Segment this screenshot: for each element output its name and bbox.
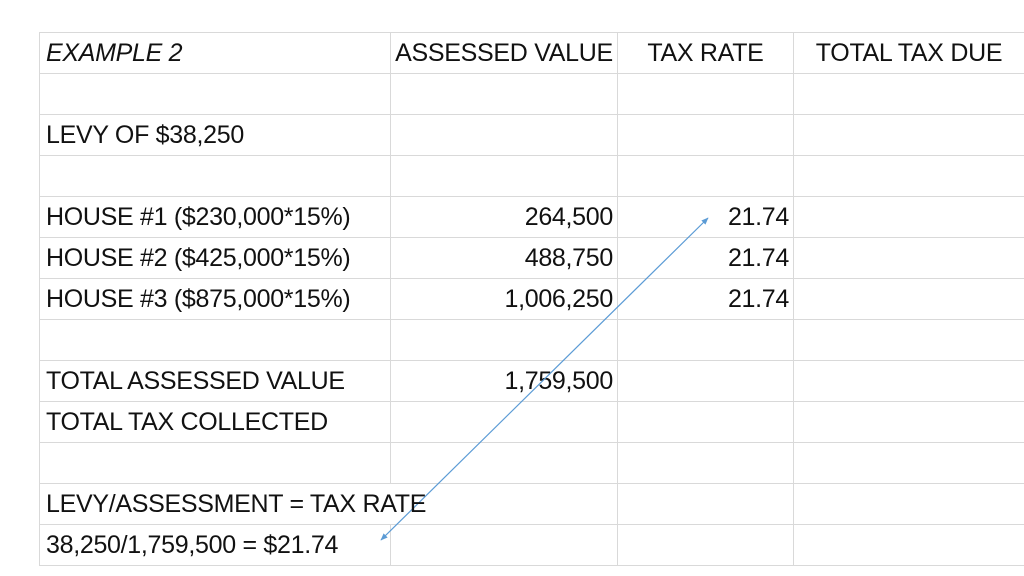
house-total-tax-due[interactable] <box>793 196 1024 238</box>
total-assessed-row: TOTAL ASSESSED VALUE 1,759,500 <box>39 360 1024 402</box>
cell[interactable] <box>617 155 794 197</box>
cell[interactable] <box>390 401 618 443</box>
house-total-tax-due[interactable] <box>793 278 1024 320</box>
cell[interactable] <box>617 442 794 484</box>
blank-row <box>39 73 1024 115</box>
total-assessed-label[interactable]: TOTAL ASSESSED VALUE <box>39 360 391 402</box>
cell[interactable] <box>793 483 1024 525</box>
header-tax-rate[interactable]: TAX RATE <box>617 32 794 74</box>
blank-row <box>39 155 1024 197</box>
cell[interactable] <box>793 360 1024 402</box>
levy-row: LEVY OF $38,250 <box>39 114 1024 156</box>
table-row-house-3: HOUSE #3 ($875,000*15%) 1,006,250 21.74 <box>39 278 1024 320</box>
spreadsheet-table: EXAMPLE 2 ASSESSED VALUE TAX RATE TOTAL … <box>39 32 1024 566</box>
house-total-tax-due[interactable] <box>793 237 1024 279</box>
formula-calculation-row: 38,250/1,759,500 = $21.74 <box>39 524 1024 566</box>
table-row-house-2: HOUSE #2 ($425,000*15%) 488,750 21.74 <box>39 237 1024 279</box>
blank-row <box>39 319 1024 361</box>
house-label[interactable]: HOUSE #1 ($230,000*15%) <box>39 196 391 238</box>
formula-calculation[interactable]: 38,250/1,759,500 = $21.74 <box>39 524 391 566</box>
cell[interactable] <box>793 524 1024 566</box>
cell[interactable] <box>617 360 794 402</box>
header-assessed-value[interactable]: ASSESSED VALUE <box>390 32 618 74</box>
cell[interactable] <box>793 401 1024 443</box>
house-label[interactable]: HOUSE #2 ($425,000*15%) <box>39 237 391 279</box>
house-tax-rate[interactable]: 21.74 <box>617 196 794 238</box>
header-total-tax-due[interactable]: TOTAL TAX DUE <box>793 32 1024 74</box>
house-assessed-value[interactable]: 488,750 <box>390 237 618 279</box>
cell[interactable] <box>793 442 1024 484</box>
formula-definition-row: LEVY/ASSESSMENT = TAX RATE <box>39 483 1024 525</box>
house-tax-rate[interactable]: 21.74 <box>617 278 794 320</box>
header-row: EXAMPLE 2 ASSESSED VALUE TAX RATE TOTAL … <box>39 32 1024 74</box>
cell[interactable] <box>390 442 618 484</box>
formula-definition-cell[interactable]: LEVY/ASSESSMENT = TAX RATE <box>39 483 426 525</box>
header-example[interactable]: EXAMPLE 2 <box>39 32 391 74</box>
cell[interactable] <box>390 524 618 566</box>
cell[interactable] <box>617 401 794 443</box>
cell[interactable] <box>39 319 391 361</box>
total-collected-label[interactable]: TOTAL TAX COLLECTED <box>39 401 391 443</box>
house-label[interactable]: HOUSE #3 ($875,000*15%) <box>39 278 391 320</box>
house-assessed-value[interactable]: 1,006,250 <box>390 278 618 320</box>
house-tax-rate[interactable]: 21.74 <box>617 237 794 279</box>
cell[interactable] <box>793 114 1024 156</box>
cell[interactable] <box>390 114 618 156</box>
cell[interactable] <box>793 73 1024 115</box>
cell[interactable] <box>390 319 618 361</box>
cell[interactable] <box>793 319 1024 361</box>
house-assessed-value[interactable]: 264,500 <box>390 196 618 238</box>
cell[interactable] <box>39 155 391 197</box>
table-row-house-1: HOUSE #1 ($230,000*15%) 264,500 21.74 <box>39 196 1024 238</box>
cell[interactable] <box>617 319 794 361</box>
cell[interactable] <box>390 155 618 197</box>
cell[interactable] <box>617 483 794 525</box>
blank-row <box>39 442 1024 484</box>
cell[interactable] <box>617 73 794 115</box>
cell[interactable] <box>793 155 1024 197</box>
cell[interactable] <box>617 114 794 156</box>
cell[interactable] <box>390 73 618 115</box>
total-collected-row: TOTAL TAX COLLECTED <box>39 401 1024 443</box>
cell[interactable] <box>39 73 391 115</box>
total-assessed-value[interactable]: 1,759,500 <box>390 360 618 402</box>
levy-label[interactable]: LEVY OF $38,250 <box>39 114 391 156</box>
cell[interactable] <box>39 442 391 484</box>
cell[interactable] <box>617 524 794 566</box>
formula-definition: LEVY/ASSESSMENT = TAX RATE <box>46 489 427 518</box>
